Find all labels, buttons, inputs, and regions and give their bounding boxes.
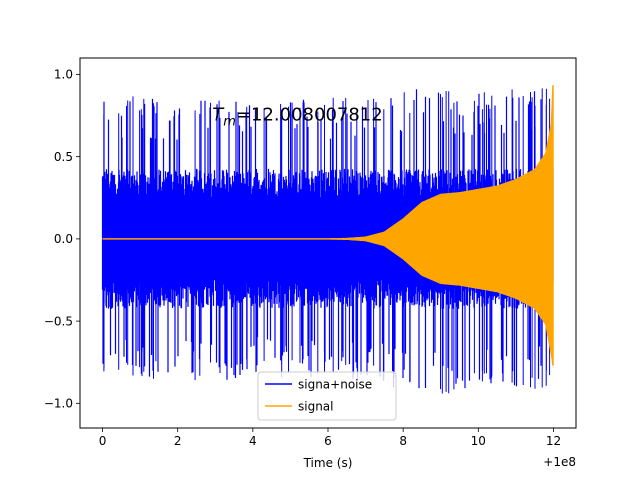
signal-series bbox=[102, 85, 554, 366]
signal-envelope bbox=[102, 85, 554, 366]
y-tick-label: 1.0 bbox=[54, 68, 73, 82]
x-tick-label: 0 bbox=[99, 434, 107, 448]
x-tick-label: 10 bbox=[471, 434, 486, 448]
y-tick-label: −1.0 bbox=[44, 397, 73, 411]
legend-label-signal-noise: signa+noise bbox=[298, 378, 372, 392]
y-axis-ticks: −1.0 −0.5 0.0 0.5 1.0 bbox=[44, 68, 80, 411]
y-tick-label: 0.5 bbox=[54, 150, 73, 164]
tm-annotation-value: =12.008007812 bbox=[236, 104, 383, 125]
legend-box bbox=[257, 371, 397, 421]
tm-annotation-subscript: m bbox=[223, 114, 236, 129]
legend: signa+noise signal bbox=[257, 371, 397, 421]
tm-annotation: Tm=12.008007812 bbox=[212, 104, 382, 129]
x-tick-label: 2 bbox=[174, 434, 182, 448]
x-axis-ticks: 0 2 4 6 8 10 12 bbox=[99, 428, 561, 448]
legend-label-signal: signal bbox=[298, 400, 334, 414]
x-tick-label: 12 bbox=[546, 434, 561, 448]
tm-annotation-symbol: T bbox=[212, 104, 225, 125]
y-tick-label: 0.0 bbox=[54, 232, 73, 246]
x-tick-label: 4 bbox=[249, 434, 257, 448]
x-tick-label: 6 bbox=[324, 434, 332, 448]
x-axis-offset-label: +1e8 bbox=[543, 455, 576, 469]
x-tick-label: 8 bbox=[399, 434, 407, 448]
y-tick-label: −0.5 bbox=[44, 314, 73, 328]
x-axis-label: Time (s) bbox=[303, 456, 353, 470]
